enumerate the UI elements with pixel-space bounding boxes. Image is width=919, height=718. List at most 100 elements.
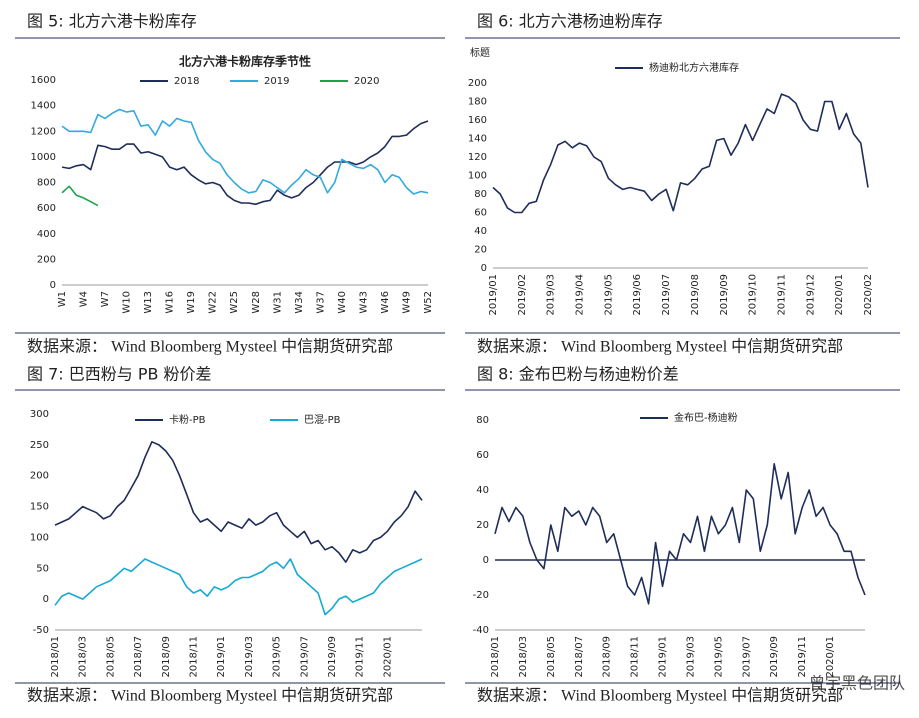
x-tick-label: W52 xyxy=(423,291,434,314)
y-tick-label: 1600 xyxy=(31,75,56,86)
x-tick-label: 2018/01 xyxy=(50,636,61,678)
y-tick-label: 400 xyxy=(37,229,56,240)
x-tick-label: 2019/10 xyxy=(748,274,759,316)
y-tick-label: 60 xyxy=(476,450,489,461)
x-tick-label: 2019/09 xyxy=(769,636,780,678)
watermark: 曾宇黑色团队 xyxy=(809,674,905,693)
x-tick-label: 2019/09 xyxy=(327,636,338,678)
x-tick-label: W37 xyxy=(315,291,326,314)
source-note: 数据来源： Wind Bloomberg Mysteel 中信期货研究部 xyxy=(477,687,843,705)
y-tick-label: 180 xyxy=(468,97,487,108)
x-tick-label: 2019/11 xyxy=(355,636,366,678)
x-tick-label: 2019/12 xyxy=(805,274,816,316)
x-tick-label: 2019/03 xyxy=(685,636,696,678)
x-tick-label: 2019/09 xyxy=(719,274,730,316)
x-tick-label: W4 xyxy=(79,291,90,307)
x-tick-label: 2019/05 xyxy=(603,274,614,316)
chart-title: 北方六港卡粉库存季节性 xyxy=(179,54,311,69)
x-tick-label: W1 xyxy=(57,291,68,307)
y-tick-label: 600 xyxy=(37,203,56,214)
y-tick-label: 1200 xyxy=(31,126,56,137)
series-line xyxy=(61,120,429,206)
x-tick-label: W28 xyxy=(251,291,262,314)
x-tick-label: 2018/01 xyxy=(490,636,501,678)
x-tick-label: 2018/03 xyxy=(78,636,89,678)
series-line xyxy=(61,108,429,195)
x-tick-label: 2019/05 xyxy=(272,636,283,678)
x-tick-label: 2018/07 xyxy=(574,636,585,678)
y-tick-label: -50 xyxy=(33,625,49,636)
x-tick-label: W40 xyxy=(337,291,348,314)
legend-label: 金布巴-杨迪粉 xyxy=(674,411,738,424)
y-tick-label: 800 xyxy=(37,178,56,189)
x-tick-label: 2018/03 xyxy=(518,636,529,678)
y-tick-label: 60 xyxy=(474,208,487,219)
x-tick-label: 2018/09 xyxy=(602,636,613,678)
legend-label: 2020 xyxy=(354,76,379,87)
series-line xyxy=(494,463,866,605)
x-tick-label: 2020/01 xyxy=(834,274,845,316)
source-note: 数据来源： Wind Bloomberg Mysteel 中信期货研究部 xyxy=(27,338,393,356)
legend-label: 卡粉-PB xyxy=(169,413,206,426)
y-tick-label: 20 xyxy=(474,245,487,256)
source-note: 数据来源： Wind Bloomberg Mysteel 中信期货研究部 xyxy=(27,687,393,705)
y-tick-label: 80 xyxy=(474,189,487,200)
x-tick-label: 2019/07 xyxy=(741,636,752,678)
y-tick-label: 80 xyxy=(476,415,489,426)
x-tick-label: 2019/11 xyxy=(776,274,787,316)
series-line xyxy=(492,93,869,214)
series-line xyxy=(54,558,423,616)
figure-caption: 图 8: 金布巴粉与杨迪粉价差 xyxy=(477,365,679,384)
x-tick-label: 2019/07 xyxy=(299,636,310,678)
y-tick-label: 200 xyxy=(37,254,56,265)
x-tick-label: W10 xyxy=(122,291,133,314)
x-tick-label: W43 xyxy=(358,291,369,314)
x-tick-label: 2019/04 xyxy=(575,274,586,316)
y-axis-label: 标题 xyxy=(470,47,490,59)
x-tick-label: W19 xyxy=(186,291,197,314)
x-tick-label: 2018/11 xyxy=(630,636,641,678)
y-tick-label: 0 xyxy=(483,555,489,566)
y-tick-label: 140 xyxy=(468,134,487,145)
x-tick-label: 2018/09 xyxy=(161,636,172,678)
x-tick-label: 2019/02 xyxy=(517,274,528,316)
x-tick-label: 2019/06 xyxy=(632,274,643,316)
x-tick-label: W7 xyxy=(100,291,111,307)
y-tick-label: 250 xyxy=(30,440,49,451)
y-tick-label: 50 xyxy=(36,563,49,574)
figure-caption: 图 5: 北方六港卡粉库存 xyxy=(27,12,197,31)
series-line xyxy=(61,185,99,207)
y-tick-label: 200 xyxy=(468,78,487,89)
legend-label: 2019 xyxy=(264,76,289,87)
y-tick-label: 150 xyxy=(30,502,49,513)
x-tick-label: W34 xyxy=(294,291,305,314)
x-tick-label: 2019/08 xyxy=(690,274,701,316)
x-tick-label: 2019/03 xyxy=(546,274,557,316)
y-tick-label: 1000 xyxy=(31,152,56,163)
x-tick-label: 2019/01 xyxy=(658,636,669,678)
figure-caption: 图 7: 巴西粉与 PB 粉价差 xyxy=(27,365,212,384)
y-tick-label: 100 xyxy=(30,532,49,543)
x-tick-label: 2020/02 xyxy=(863,274,874,316)
x-tick-label: 2019/07 xyxy=(661,274,672,316)
legend-label: 杨迪粉北方六港库存 xyxy=(649,61,739,74)
y-tick-label: -40 xyxy=(473,625,489,636)
x-tick-label: 2019/11 xyxy=(797,636,808,678)
legend-label: 2018 xyxy=(174,76,199,87)
y-tick-label: 160 xyxy=(468,115,487,126)
x-tick-label: 2018/07 xyxy=(133,636,144,678)
x-tick-label: W13 xyxy=(143,291,154,314)
y-tick-label: 0 xyxy=(43,594,49,605)
figure-caption: 图 6: 北方六港杨迪粉库存 xyxy=(477,12,663,31)
x-tick-label: 2020/01 xyxy=(825,636,836,678)
x-tick-label: 2018/05 xyxy=(105,636,116,678)
x-tick-label: 2018/05 xyxy=(546,636,557,678)
x-tick-label: 2019/01 xyxy=(488,274,499,316)
source-note: 数据来源： Wind Bloomberg Mysteel 中信期货研究部 xyxy=(477,338,843,356)
x-tick-label: 2019/03 xyxy=(244,636,255,678)
x-tick-label: 2019/01 xyxy=(216,636,227,678)
y-tick-label: 120 xyxy=(468,152,487,163)
y-tick-label: 1400 xyxy=(31,101,56,112)
y-tick-label: 0 xyxy=(50,280,56,291)
